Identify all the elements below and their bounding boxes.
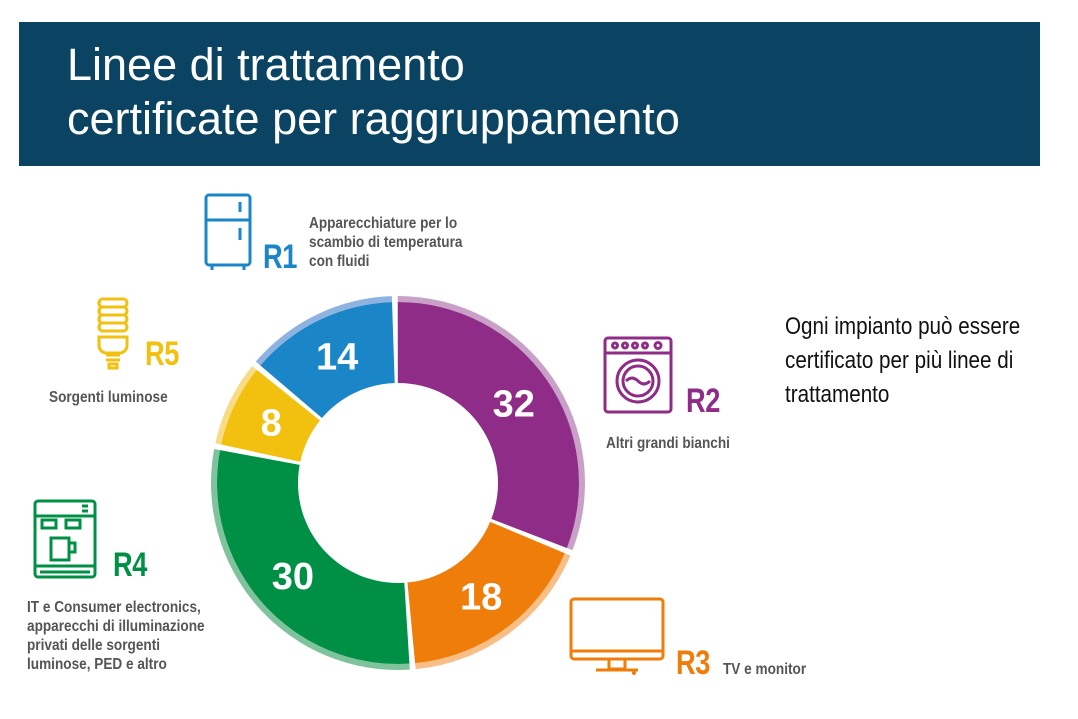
r1-code: R1 <box>263 238 297 276</box>
slice-rim-r5 <box>215 366 257 445</box>
slice-value-r5: 8 <box>261 403 282 445</box>
lightbulb-icon <box>97 297 129 370</box>
fridge-icon <box>204 193 252 270</box>
washing-machine-icon <box>603 336 673 414</box>
page-title: Linee di trattamento certificate per rag… <box>67 38 680 146</box>
coffee-machine-icon <box>33 499 97 579</box>
r5-code: R5 <box>145 335 179 373</box>
slice-r4 <box>216 450 410 664</box>
r2-code: R2 <box>686 382 720 420</box>
slice-value-r1: 14 <box>316 336 358 378</box>
r4-description: IT e Consumer electronics, apparecchi di… <box>27 598 205 674</box>
slice-r5 <box>221 369 320 462</box>
slice-rim-r1 <box>255 296 393 366</box>
monitor-icon <box>569 597 665 675</box>
r3-description: TV e monitor <box>723 660 806 679</box>
r4-description-line: luminose, PED e altro <box>27 656 167 673</box>
slice-value-r4: 30 <box>272 556 314 598</box>
chart-note: Ogni impianto può essere certificato per… <box>785 310 1060 412</box>
slice-value-r3: 18 <box>460 576 502 618</box>
title-line-2: certificate per raggruppamento <box>67 93 680 144</box>
r1-description: Apparecchiature per lo scambio di temper… <box>309 214 462 271</box>
r1-description-line: con fluidi <box>309 253 370 270</box>
title-line-1: Linee di trattamento <box>67 39 465 90</box>
r5-description-line: Sorgenti luminose <box>49 389 168 406</box>
slice-rim-r2 <box>397 296 585 551</box>
r4-description-line: IT e Consumer electronics, <box>27 599 201 616</box>
r1-description-line: Apparecchiature per lo <box>309 215 458 232</box>
r1-description-line: scambio di temperatura <box>309 234 463 251</box>
slice-r2 <box>397 302 579 549</box>
slice-r3 <box>407 521 565 664</box>
r3-code: R3 <box>676 644 710 682</box>
slice-value-r2: 32 <box>493 383 535 425</box>
r4-description-line: apparecchi di illuminazione <box>27 618 205 635</box>
r4-code: R4 <box>113 546 147 584</box>
note-line: Ogni impianto può essere <box>785 313 1021 340</box>
r2-description-line: Altri grandi bianchi <box>606 435 730 452</box>
r4-description-line: privati delle sorgenti <box>27 637 161 654</box>
r3-description-line: TV e monitor <box>723 661 807 678</box>
note-line: trattamento <box>785 381 890 408</box>
r2-description: Altri grandi bianchi <box>606 434 730 453</box>
slice-r1 <box>260 302 395 419</box>
note-line: certificato per più linee di <box>785 347 1014 374</box>
title-banner: Linee di trattamento certificate per rag… <box>19 22 1040 166</box>
r5-description: Sorgenti luminose <box>49 388 168 407</box>
